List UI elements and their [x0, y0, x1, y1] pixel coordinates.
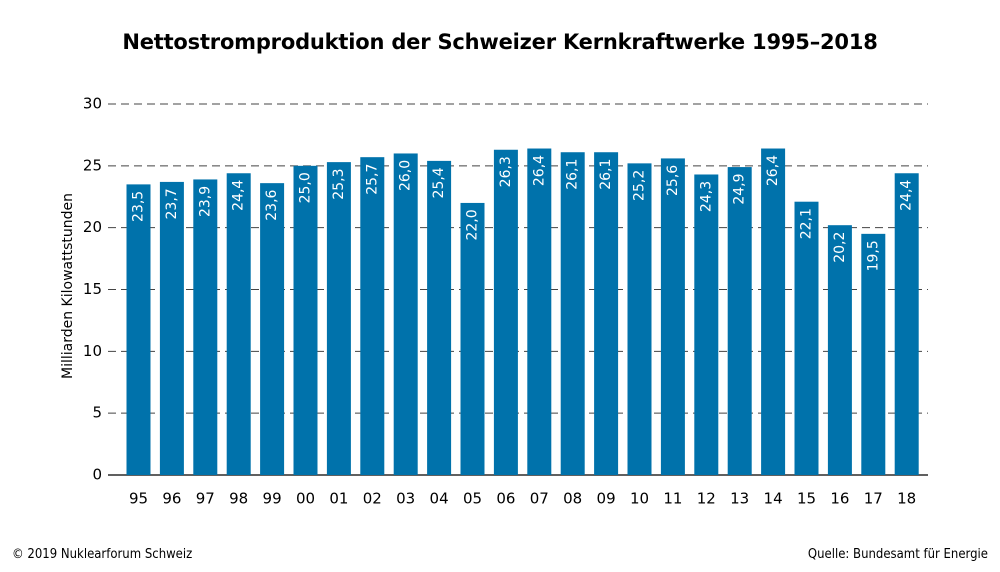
x-tick-label: 95 — [129, 490, 148, 508]
bars — [126, 148, 919, 476]
bar — [460, 202, 485, 475]
x-tick-label: 06 — [496, 490, 515, 508]
y-tick-label: 0 — [92, 466, 102, 484]
bar — [560, 152, 585, 476]
x-tick-label: 00 — [296, 490, 315, 508]
data-label: 26,1 — [598, 159, 614, 190]
bar — [126, 184, 151, 475]
data-label: 24,3 — [698, 181, 714, 212]
x-tick-label: 05 — [463, 490, 482, 508]
bar — [827, 225, 852, 475]
bar — [193, 179, 218, 476]
bar — [393, 153, 418, 475]
data-label: 26,3 — [498, 156, 514, 187]
bar — [861, 233, 886, 475]
x-tick-label: 13 — [730, 490, 749, 508]
data-label: 22,0 — [465, 209, 481, 240]
x-tick-label: 96 — [162, 490, 181, 508]
data-label: 25,4 — [431, 167, 447, 198]
data-label: 25,3 — [331, 169, 347, 200]
data-label: 23,7 — [164, 188, 180, 219]
y-tick-label: 30 — [83, 95, 102, 113]
x-tick-label: 99 — [263, 490, 282, 508]
data-label: 26,0 — [398, 160, 414, 191]
data-label: 26,4 — [531, 155, 547, 186]
bar — [761, 148, 786, 475]
y-tick-labels: 0 5 10 15 20 25 30 — [83, 95, 102, 484]
data-label: 23,6 — [264, 189, 280, 220]
y-tick-label: 10 — [83, 342, 102, 360]
bar — [660, 158, 685, 475]
x-tick-label: 01 — [329, 490, 348, 508]
y-tick-label: 15 — [83, 280, 102, 298]
y-tick-label: 5 — [92, 404, 102, 422]
x-tick-label: 15 — [797, 490, 816, 508]
data-label: 26,4 — [765, 155, 781, 186]
data-labels: 23,5 23,7 23,9 24,4 23,6 25,0 25,3 25,7 26,0 25,4… — [131, 155, 915, 272]
x-tick-label: 14 — [764, 490, 783, 508]
y-tick-label: 25 — [83, 156, 102, 174]
data-label: 19,5 — [865, 240, 881, 271]
bar — [594, 152, 619, 476]
data-label: 22,1 — [799, 208, 815, 239]
data-label: 24,4 — [899, 180, 915, 211]
x-tick-label: 12 — [697, 490, 716, 508]
copyright-note: © 2019 Nuklearforum Schweiz — [12, 547, 193, 562]
data-label: 25,2 — [632, 170, 648, 201]
bar — [260, 183, 285, 475]
x-tick-label: 09 — [597, 490, 616, 508]
x-tick-label: 03 — [396, 490, 415, 508]
data-label: 23,9 — [197, 186, 213, 217]
y-axis-label: Milliarden Kilowattstunden — [60, 193, 76, 379]
data-label: 20,2 — [832, 232, 848, 263]
x-tick-label: 17 — [864, 490, 883, 508]
bar — [360, 157, 385, 475]
x-tick-label: 98 — [229, 490, 248, 508]
x-tick-label: 11 — [663, 490, 682, 508]
bar — [293, 165, 318, 476]
bar — [427, 160, 452, 476]
bar — [694, 174, 719, 476]
x-tick-label: 18 — [897, 490, 916, 508]
data-label: 23,5 — [131, 191, 147, 222]
bar — [493, 149, 518, 476]
x-tick-labels: 95 96 97 98 99 00 01 02 03 04 05 06 07 08 09 10 11 12 13 14… — [129, 490, 916, 508]
bar — [527, 148, 552, 475]
data-label: 25,6 — [665, 165, 681, 196]
x-tick-label: 02 — [363, 490, 382, 508]
data-label: 25,0 — [298, 172, 314, 203]
x-tick-label: 97 — [196, 490, 215, 508]
bar — [627, 163, 652, 476]
bar — [159, 181, 184, 475]
bar — [326, 162, 351, 475]
x-tick-label: 10 — [630, 490, 649, 508]
y-tick-label: 20 — [83, 218, 102, 236]
data-label: 26,1 — [565, 159, 581, 190]
x-tick-label: 04 — [430, 490, 449, 508]
chart-title: Nettostromproduktion der Schweizer Kernk… — [122, 30, 878, 54]
x-tick-label: 07 — [530, 490, 549, 508]
bar — [794, 201, 819, 476]
bar — [727, 167, 752, 475]
data-label: 25,7 — [364, 164, 380, 195]
x-tick-label: 16 — [830, 490, 849, 508]
bar — [894, 173, 919, 475]
x-tick-label: 08 — [563, 490, 582, 508]
data-label: 24,4 — [231, 180, 247, 211]
source-note: Quelle: Bundesamt für Energie — [807, 547, 988, 562]
bar — [226, 173, 251, 475]
data-label: 24,9 — [732, 173, 748, 204]
